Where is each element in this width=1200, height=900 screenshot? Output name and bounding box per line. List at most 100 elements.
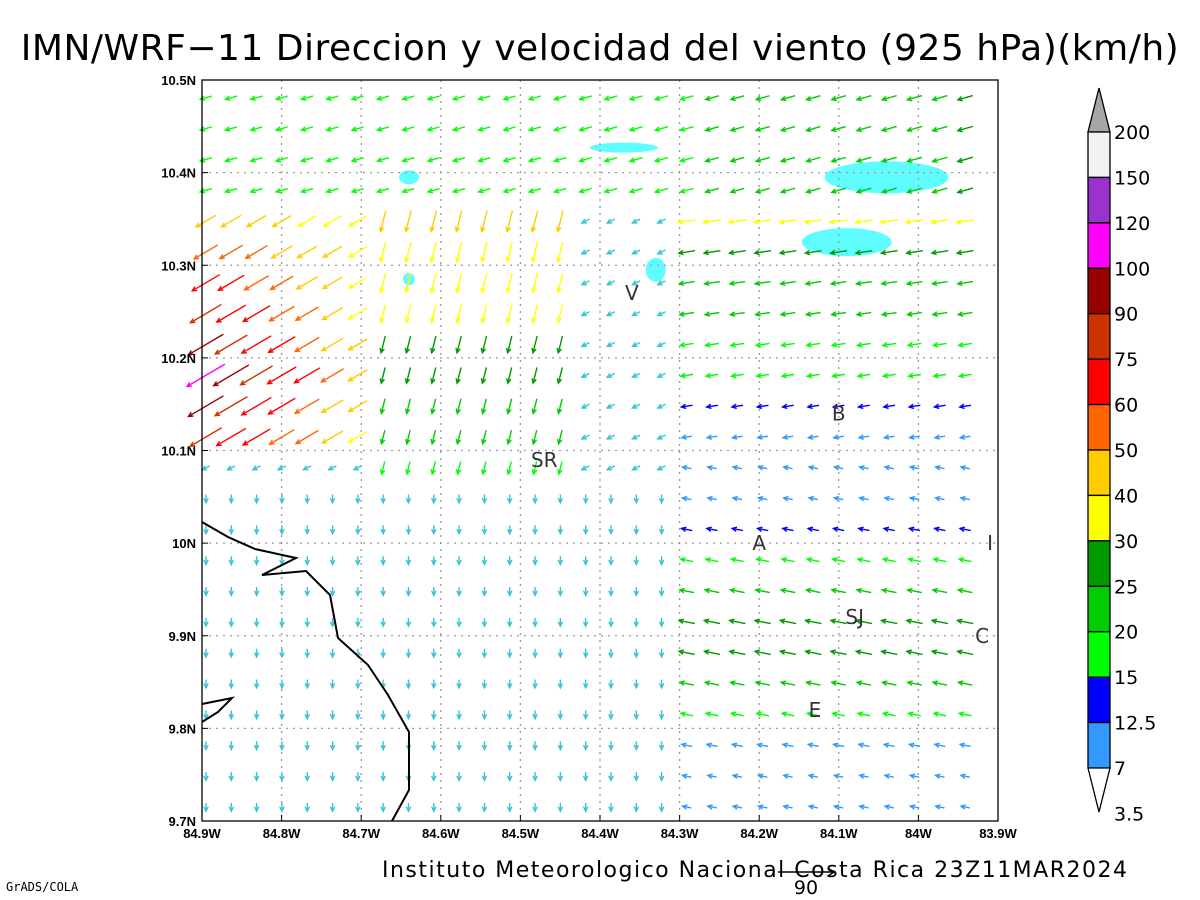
wind-arrow	[831, 372, 846, 379]
wind-arrow	[779, 680, 796, 686]
calm-areas	[398, 142, 949, 286]
colorbar-box	[1087, 267, 1111, 315]
wind-arrow	[656, 434, 666, 440]
wind-arrow	[426, 187, 440, 194]
wind-arrow	[213, 396, 248, 417]
wind-arrow	[728, 649, 746, 656]
wind-arrow	[855, 342, 871, 348]
wind-arrow	[934, 804, 945, 810]
wind-arrow	[631, 249, 641, 255]
wind-arrow	[347, 338, 368, 351]
colorbar-label: 90	[1114, 304, 1138, 326]
wind-arrow	[347, 246, 367, 258]
wind-arrow	[481, 430, 487, 446]
wind-arrow	[454, 210, 463, 234]
wind-arrow	[780, 711, 795, 717]
wind-arrow	[220, 214, 242, 228]
wind-arrow	[477, 95, 491, 101]
wind-arrow	[456, 772, 462, 783]
wind-arrow	[656, 465, 666, 471]
wind-arrow	[782, 495, 793, 502]
wind-arrow	[678, 95, 694, 102]
wind-arrow	[557, 741, 564, 752]
wind-arrow	[883, 773, 895, 779]
wind-arrow	[582, 772, 589, 783]
wind-arrow	[557, 556, 564, 567]
wind-arrow	[703, 311, 720, 317]
wind-arrow	[325, 157, 339, 163]
wind-arrow	[908, 804, 920, 810]
wind-arrow	[267, 336, 296, 354]
wind-arrow	[556, 210, 564, 234]
wind-arrow	[958, 742, 971, 748]
wind-arrow	[355, 617, 361, 628]
wind-arrow	[633, 587, 640, 597]
wind-arrow	[189, 303, 222, 324]
wind-arrow	[959, 495, 971, 502]
wind-arrow	[828, 218, 848, 225]
wind-arrow	[933, 526, 946, 533]
wind-arrow	[754, 342, 770, 348]
wind-arrow	[295, 275, 319, 290]
wind-arrow	[348, 215, 367, 227]
wind-arrow	[380, 617, 386, 628]
wind-arrow	[729, 125, 745, 132]
wind-arrow	[279, 648, 285, 659]
x-tick-label: 84.1W	[820, 826, 858, 841]
wind-arrow	[240, 396, 272, 416]
wind-arrow	[430, 398, 437, 416]
wind-arrow	[244, 244, 268, 260]
wind-arrow	[240, 335, 272, 354]
wind-arrow	[855, 311, 872, 317]
wind-arrow	[728, 587, 745, 594]
wind-arrow	[556, 398, 563, 416]
wind-arrow	[401, 157, 415, 163]
wind-arrow	[705, 526, 718, 533]
wind-arrow	[882, 403, 896, 410]
wind-arrow	[378, 241, 387, 264]
wind-arrow	[729, 187, 745, 194]
wind-arrow	[405, 679, 412, 690]
wind-arrow	[633, 556, 640, 567]
wind-arrow	[704, 711, 719, 717]
chart-title: IMN/WRF−11 Direccion y velocidad del vie…	[20, 28, 1180, 69]
wind-arrow	[269, 275, 294, 291]
wind-arrow	[506, 679, 513, 690]
wind-arrow	[203, 679, 209, 690]
wind-arrow	[933, 434, 946, 440]
wind-arrow	[906, 557, 922, 563]
x-tick-label: 84.5W	[502, 826, 540, 841]
wind-arrow	[680, 742, 693, 748]
wind-arrow	[729, 680, 745, 686]
wind-arrow	[955, 618, 974, 625]
reference-label: 90	[794, 877, 818, 899]
wind-arrow	[931, 680, 948, 686]
wind-arrow	[831, 557, 846, 563]
wind-arrow	[228, 648, 235, 659]
wind-arrow	[704, 557, 719, 563]
wind-arrow	[355, 710, 361, 721]
wind-arrow	[582, 710, 589, 721]
wind-arrow	[279, 772, 285, 783]
place-label-i: I	[987, 531, 993, 555]
wind-arrow	[605, 434, 616, 440]
wind-arrow	[703, 280, 720, 287]
wind-arrow	[680, 434, 693, 440]
wind-arrow	[505, 304, 513, 325]
wind-arrow	[404, 335, 412, 355]
wind-arrow	[779, 95, 796, 102]
wind-arrow	[401, 95, 415, 101]
wind-arrow	[704, 95, 719, 102]
calm-area	[645, 257, 666, 282]
wind-arrow	[243, 275, 270, 291]
wind-arrow	[830, 125, 847, 133]
wind-arrow	[631, 403, 641, 409]
wind-arrow	[608, 525, 614, 536]
wind-arrow	[957, 711, 972, 717]
wind-arrow	[608, 679, 614, 690]
wind-arrow	[706, 773, 717, 779]
wind-arrow	[931, 342, 947, 348]
wind-arrow	[933, 742, 946, 748]
wind-arrow	[506, 525, 513, 536]
colorbar-label: 3.5	[1114, 803, 1144, 825]
